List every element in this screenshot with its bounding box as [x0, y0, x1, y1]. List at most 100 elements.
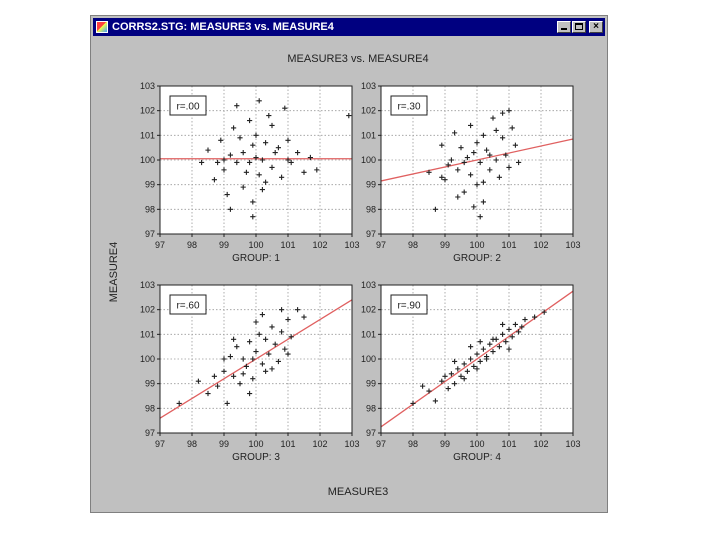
data-point — [288, 334, 294, 340]
x-tick-label: 97 — [155, 439, 165, 449]
data-point — [253, 154, 259, 161]
data-point — [269, 366, 275, 372]
data-point — [237, 135, 243, 141]
x-tick-label: 99 — [219, 439, 229, 449]
data-point — [218, 137, 224, 143]
data-point — [263, 368, 269, 374]
data-point — [234, 103, 240, 109]
data-point — [474, 366, 480, 372]
data-point — [295, 307, 301, 313]
y-tick-label: 102 — [140, 305, 155, 315]
x-tick-label: 102 — [312, 439, 327, 449]
y-tick-label: 102 — [361, 305, 376, 315]
data-point — [256, 172, 262, 178]
data-point — [307, 154, 313, 161]
data-point — [477, 214, 483, 220]
y-tick-label: 101 — [140, 329, 155, 339]
data-point — [227, 206, 233, 212]
data-point — [439, 174, 445, 180]
x-tick-label: 98 — [408, 439, 418, 449]
data-point — [269, 324, 275, 330]
correlation-box — [169, 294, 207, 315]
data-point — [477, 339, 483, 345]
x-tick-label: 97 — [376, 439, 386, 449]
data-point — [426, 169, 432, 175]
data-point — [468, 172, 474, 178]
data-point — [541, 309, 547, 315]
x-tick-label: 99 — [219, 240, 229, 250]
app-icon[interactable] — [96, 21, 108, 33]
y-tick-label: 101 — [361, 329, 376, 339]
data-point — [448, 371, 454, 377]
data-point — [452, 358, 458, 365]
minimize-button[interactable] — [557, 21, 571, 33]
data-point — [215, 159, 221, 166]
y-tick-label: 100 — [361, 354, 376, 364]
data-point — [221, 368, 227, 374]
y-axis-label: MEASURE4 — [108, 242, 120, 303]
x-tick-label: 100 — [469, 439, 484, 449]
data-point — [512, 321, 518, 328]
data-point — [231, 125, 237, 131]
data-point — [493, 157, 499, 163]
panel-group-label: GROUP: 2 — [453, 253, 501, 264]
data-point — [471, 150, 477, 156]
data-point — [490, 349, 496, 355]
data-point — [455, 366, 461, 372]
data-point — [285, 137, 291, 143]
data-point — [509, 125, 515, 131]
data-point — [250, 376, 256, 382]
data-point — [240, 356, 246, 362]
panel-group-label: GROUP: 4 — [453, 452, 501, 463]
data-point — [455, 167, 461, 173]
close-icon: × — [593, 21, 599, 32]
y-tick-label: 98 — [145, 204, 155, 214]
data-point — [234, 159, 240, 166]
data-point — [506, 108, 512, 114]
data-point — [474, 182, 480, 188]
data-point — [259, 312, 265, 318]
x-tick-label: 98 — [187, 240, 197, 250]
y-tick-label: 97 — [145, 229, 155, 239]
data-point — [205, 147, 211, 153]
y-tick-label: 99 — [366, 180, 376, 190]
data-point — [215, 383, 221, 389]
data-point — [224, 191, 230, 198]
y-tick-label: 102 — [140, 106, 155, 116]
data-point — [484, 356, 490, 362]
x-tick-label: 97 — [155, 240, 165, 250]
data-point — [199, 159, 205, 166]
x-tick-label: 102 — [312, 240, 327, 250]
y-tick-label: 99 — [145, 180, 155, 190]
data-point — [516, 159, 522, 166]
data-point — [477, 358, 483, 365]
x-tick-label: 101 — [501, 439, 516, 449]
y-tick-label: 97 — [366, 428, 376, 438]
window-titlebar[interactable]: CORRS2.STG: MEASURE3 vs. MEASURE4 × — [93, 18, 605, 36]
data-point — [445, 162, 451, 168]
data-point — [500, 110, 506, 116]
data-point — [266, 113, 272, 119]
data-point — [295, 150, 301, 156]
maximize-icon — [575, 23, 583, 30]
data-point — [496, 344, 502, 350]
data-point — [487, 152, 493, 158]
data-point — [506, 346, 512, 352]
data-point — [432, 398, 438, 404]
maximize-button[interactable] — [572, 21, 586, 33]
close-button[interactable]: × — [589, 21, 603, 33]
y-tick-label: 98 — [366, 204, 376, 214]
data-point — [231, 336, 237, 342]
y-tick-label: 99 — [145, 379, 155, 389]
data-point — [471, 204, 477, 210]
correlation-box — [169, 95, 207, 116]
panel-group-label: GROUP: 1 — [232, 253, 280, 264]
y-tick-label: 99 — [366, 379, 376, 389]
minimize-icon — [561, 28, 567, 30]
data-point — [468, 344, 474, 350]
x-tick-label: 103 — [565, 439, 580, 449]
data-point — [480, 199, 486, 205]
